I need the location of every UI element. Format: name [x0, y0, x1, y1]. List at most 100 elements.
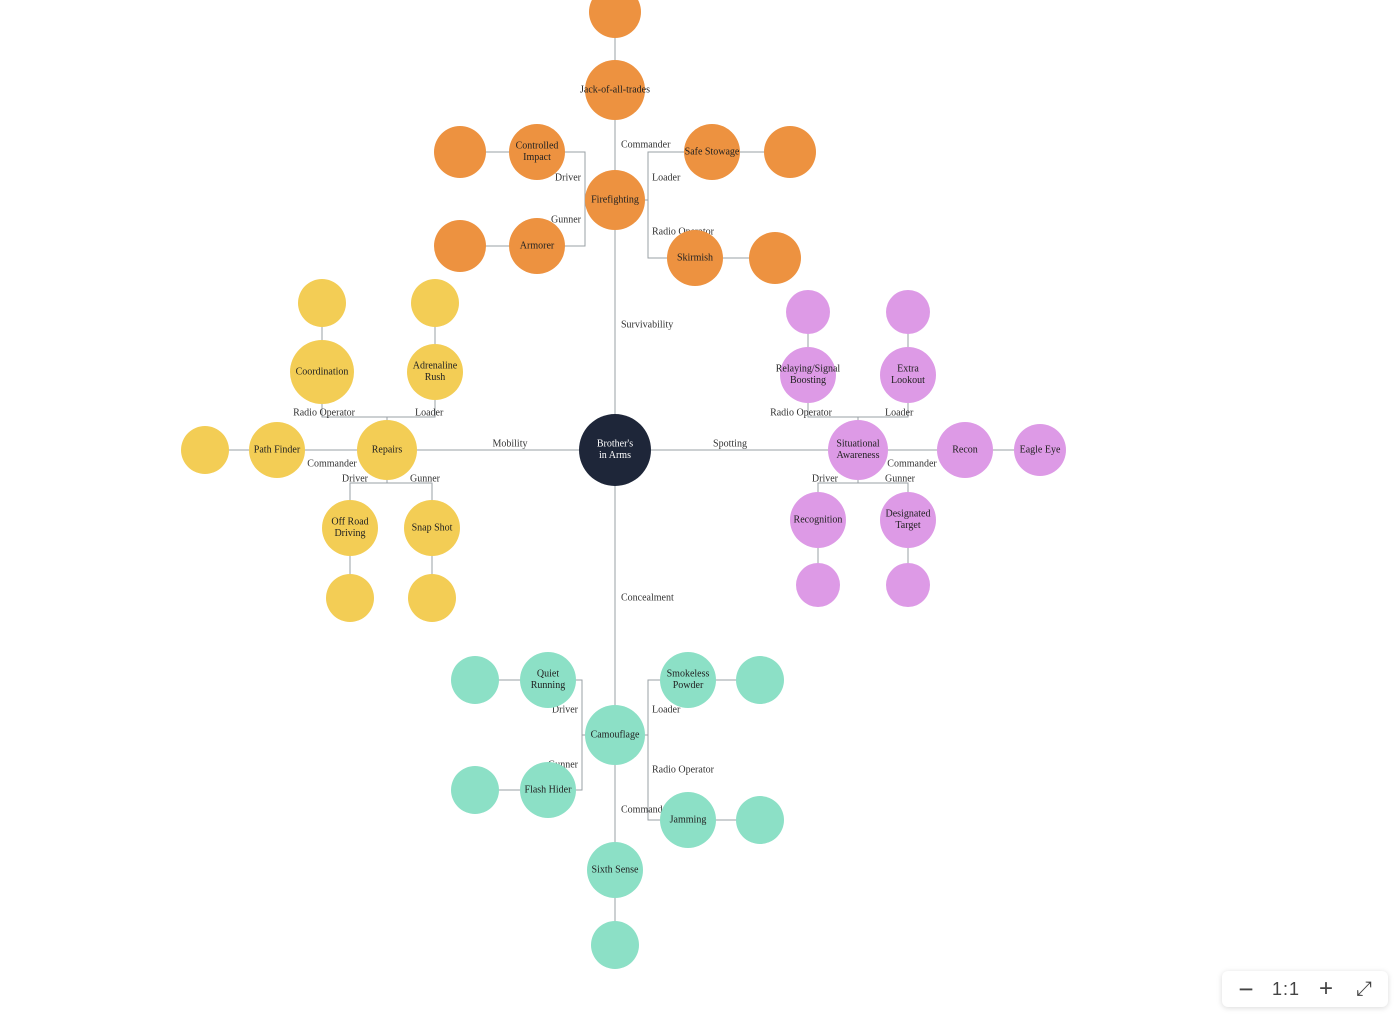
node-y_path2[interactable] — [181, 426, 229, 474]
node-label: Camouflage — [591, 729, 640, 740]
node-o_safe2[interactable] — [764, 126, 816, 178]
edge-label: Commander — [621, 139, 671, 150]
node-o_skirmish2[interactable] — [749, 232, 801, 284]
node-p_extra[interactable]: ExtraLookout — [880, 347, 936, 403]
node-label: SituationalAwareness — [836, 439, 880, 462]
node-label: Firefighting — [591, 194, 639, 205]
node-circle — [298, 279, 346, 327]
node-y_offroad2[interactable] — [326, 574, 374, 622]
node-label: Safe Stowage — [685, 146, 740, 157]
node-y_adren[interactable]: AdrenalineRush — [407, 344, 463, 400]
node-o_safe[interactable]: Safe Stowage — [684, 124, 740, 180]
node-label: Coordination — [296, 366, 349, 377]
node-p_extra2[interactable] — [886, 290, 930, 334]
node-o_jack[interactable]: Jack-of-all-trades — [580, 60, 650, 120]
node-circle — [411, 279, 459, 327]
node-label: Path Finder — [254, 444, 301, 455]
node-p_relay[interactable]: Relaying/SignalBoosting — [776, 347, 841, 403]
edge-label: Loader — [652, 172, 681, 183]
edge-label: Radio Operator — [770, 407, 833, 418]
fullscreen-button[interactable]: ⤢ — [1352, 977, 1376, 1001]
edge-label: Radio Operator — [652, 764, 715, 775]
node-circle — [786, 290, 830, 334]
node-label: Brother'sin Arms — [597, 439, 633, 462]
node-t_camo[interactable]: Camouflage — [585, 705, 645, 765]
node-circle — [434, 126, 486, 178]
node-y_adren2[interactable] — [411, 279, 459, 327]
node-t_jam[interactable]: Jamming — [660, 792, 716, 848]
edge-label: Survivability — [621, 319, 673, 330]
node-circle — [326, 574, 374, 622]
node-o_jack2[interactable] — [589, 0, 641, 38]
node-label: Armorer — [520, 240, 555, 251]
node-o_armorer2[interactable] — [434, 220, 486, 272]
node-p_recog2[interactable] — [796, 563, 840, 607]
node-t_quiet2[interactable] — [451, 656, 499, 704]
edge-label: Driver — [812, 473, 839, 484]
node-y_path[interactable]: Path Finder — [249, 422, 305, 478]
node-o_controlled[interactable]: ControlledImpact — [509, 124, 565, 180]
node-o_armorer[interactable]: Armorer — [509, 218, 565, 274]
node-circle — [736, 796, 784, 844]
node-t_sixth2[interactable] — [591, 921, 639, 969]
edge-label: Driver — [555, 172, 582, 183]
node-o_skirmish[interactable]: Skirmish — [667, 230, 723, 286]
zoom-in-button[interactable]: + — [1314, 977, 1338, 1001]
node-y_repairs[interactable]: Repairs — [357, 420, 417, 480]
zoom-out-button[interactable]: − — [1234, 977, 1258, 1001]
node-o_firefighting[interactable]: Firefighting — [585, 170, 645, 230]
node-circle — [764, 126, 816, 178]
mindmap-canvas[interactable]: SurvivabilityMobilitySpottingConcealment… — [0, 0, 1400, 1019]
node-y_snap[interactable]: Snap Shot — [404, 500, 460, 556]
node-p_recog[interactable]: Recognition — [790, 492, 846, 548]
node-circle — [736, 656, 784, 704]
edge-label: Gunner — [551, 214, 582, 225]
node-label: SmokelessPowder — [667, 669, 710, 692]
edge-label: Mobility — [492, 438, 527, 449]
node-label: Repairs — [372, 444, 403, 455]
node-t_jam2[interactable] — [736, 796, 784, 844]
node-y_offroad[interactable]: Off RoadDriving — [322, 500, 378, 556]
edge-label: Loader — [415, 407, 444, 418]
node-p_relay2[interactable] — [786, 290, 830, 334]
node-circle — [451, 656, 499, 704]
edge-label: Concealment — [621, 592, 674, 603]
edge-label: Radio Operator — [293, 407, 356, 418]
zoom-reset-button[interactable]: 1:1 — [1272, 979, 1300, 1000]
node-label: Off RoadDriving — [331, 517, 368, 540]
edge-label: Driver — [342, 473, 369, 484]
edge-label: Gunner — [410, 473, 441, 484]
node-p_desig[interactable]: DesignatedTarget — [880, 492, 936, 548]
node-label: Eagle Eye — [1020, 444, 1061, 455]
node-y_coord2[interactable] — [298, 279, 346, 327]
node-t_smoke2[interactable] — [736, 656, 784, 704]
node-t_smoke[interactable]: SmokelessPowder — [660, 652, 716, 708]
node-circle — [749, 232, 801, 284]
node-o_controlled2[interactable] — [434, 126, 486, 178]
node-label: Flash Hider — [525, 784, 573, 795]
node-p_eagle[interactable]: Eagle Eye — [1014, 424, 1066, 476]
node-circle — [451, 766, 499, 814]
node-label: Sixth Sense — [592, 864, 640, 875]
node-circle — [591, 921, 639, 969]
edge-label: Commander — [307, 458, 357, 469]
node-circle — [181, 426, 229, 474]
node-y_coord[interactable]: Coordination — [290, 340, 354, 404]
zoom-toolbar: − 1:1 + ⤢ — [1222, 971, 1388, 1007]
node-p_recon[interactable]: Recon — [937, 422, 993, 478]
node-circle — [589, 0, 641, 38]
node-p_desig2[interactable] — [886, 563, 930, 607]
node-t_flash2[interactable] — [451, 766, 499, 814]
node-circle — [434, 220, 486, 272]
node-center[interactable]: Brother'sin Arms — [579, 414, 651, 486]
edge-label: Commander — [887, 458, 937, 469]
node-t_sixth[interactable]: Sixth Sense — [587, 842, 643, 898]
edge-label: Loader — [652, 704, 681, 715]
node-t_quiet[interactable]: QuietRunning — [520, 652, 576, 708]
node-t_flash[interactable]: Flash Hider — [520, 762, 576, 818]
edge-label: Loader — [885, 407, 914, 418]
node-circle — [796, 563, 840, 607]
node-p_situ[interactable]: SituationalAwareness — [828, 420, 888, 480]
node-label: Jack-of-all-trades — [580, 84, 650, 95]
node-y_snap2[interactable] — [408, 574, 456, 622]
